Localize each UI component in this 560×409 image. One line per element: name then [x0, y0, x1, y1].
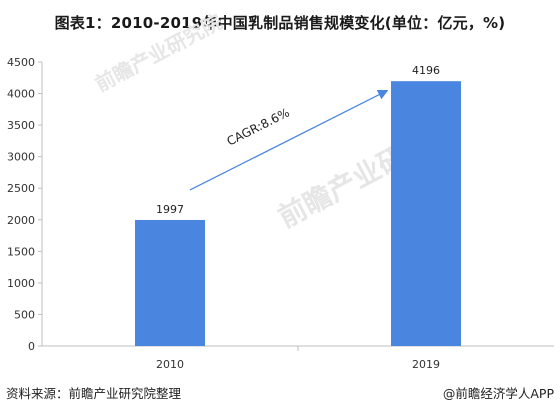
data-labels-group: 1997 4196 [156, 64, 440, 216]
y-tick-label: 4500 [7, 56, 35, 69]
credit-note: @前瞻经济学人APP [442, 386, 554, 401]
x-tick-label: 2019 [412, 358, 440, 371]
y-tick-label: 2500 [7, 182, 35, 195]
y-tick-label: 2000 [7, 214, 35, 227]
bar-2010 [135, 219, 205, 346]
y-tick-label: 1000 [7, 277, 35, 290]
bars-group [135, 81, 461, 346]
chart-title: 图表1：2010-2019年中国乳制品销售规模变化(单位：亿元，%) [54, 14, 506, 32]
data-label: 1997 [156, 203, 184, 216]
y-tick-label: 1500 [7, 245, 35, 258]
watermark-left: 前瞻产业研究院 [91, 9, 226, 96]
axes-group: 0 500 1000 1500 2000 2500 3000 3500 4000 4500 2010… [7, 56, 554, 371]
bar-2019 [391, 81, 461, 346]
y-tick-label: 3500 [7, 119, 35, 132]
cagr-arrow [189, 90, 389, 191]
y-tick-label: 3000 [7, 151, 35, 164]
cagr-label: CAGR:8.6% [225, 105, 292, 148]
y-tick-label: 4000 [7, 88, 35, 101]
x-tick-label: 2010 [156, 358, 184, 371]
source-note: 资料来源：前瞻产业研究院整理 [6, 386, 182, 401]
data-label: 4196 [412, 64, 440, 77]
y-tick-label: 500 [14, 308, 35, 321]
y-tick-label: 0 [28, 340, 35, 353]
